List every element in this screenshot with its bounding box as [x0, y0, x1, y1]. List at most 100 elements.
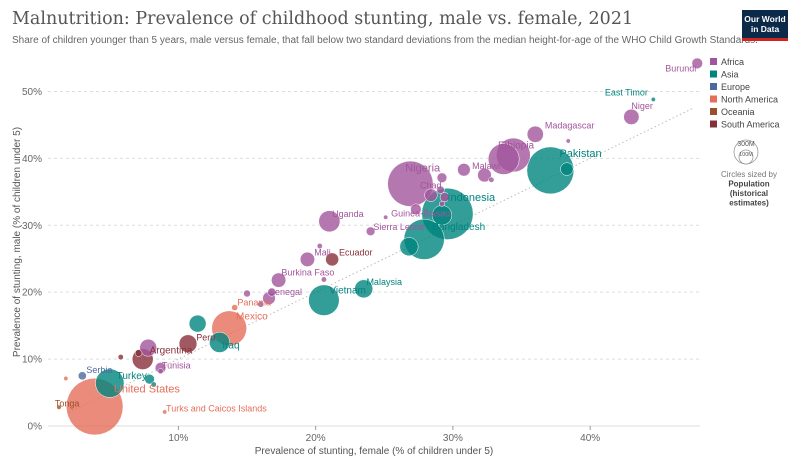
data-point-ecuador: [325, 252, 339, 267]
data-point-turks-and-caicos-islands: [162, 409, 168, 415]
point-label: Senegal: [269, 287, 302, 297]
data-point: [436, 185, 445, 194]
data-point: [157, 368, 164, 375]
legend-label: North America: [721, 95, 778, 105]
legend-swatch: [710, 108, 717, 115]
x-tick-label: 40%: [580, 433, 600, 444]
data-point-mali: [299, 251, 315, 267]
y-tick-label: 0%: [28, 422, 43, 433]
point-label: Panama: [237, 298, 271, 308]
data-point: [436, 172, 448, 183]
point-label: Mexico: [236, 312, 268, 323]
point-label: Vietnam: [329, 286, 366, 297]
x-axis-title: Prevalence of stunting, female (% of chi…: [255, 446, 493, 457]
data-point: [144, 374, 155, 385]
legend-label: Oceania: [721, 107, 755, 117]
size-legend-caption: Population: [728, 180, 769, 189]
point-label: Argentina: [150, 346, 193, 357]
data-point-madagascar: [526, 125, 544, 143]
point-label: Indonesia: [447, 192, 496, 204]
data-point: [320, 276, 327, 283]
owid-logo[interactable]: Our World in Data: [742, 10, 788, 41]
data-point-turkey: [95, 368, 125, 398]
point-label: Sierra Leone: [373, 222, 425, 232]
size-legend-value: 300M: [737, 141, 755, 148]
legend-swatch: [710, 70, 717, 78]
data-point: [487, 143, 520, 175]
size-legend-caption: Circles sized by: [721, 170, 777, 179]
y-tick-label: 50%: [22, 87, 42, 98]
data-point: [117, 354, 124, 361]
data-point: [243, 289, 251, 298]
point-label: Peru: [196, 332, 215, 342]
data-point: [488, 176, 495, 183]
point-label: East Timor: [605, 87, 648, 97]
y-tick-label: 40%: [22, 154, 42, 165]
point-label: Guinea-Bissau: [391, 209, 450, 219]
point-label: Malawi: [472, 161, 500, 171]
size-legend-value-small: 100M: [739, 152, 753, 158]
x-tick-label: 20%: [306, 433, 326, 444]
point-label: Madagascar: [545, 120, 595, 130]
data-point: [257, 300, 265, 308]
point-label: Niger: [631, 101, 653, 111]
size-legend-circle-small: [738, 149, 754, 165]
data-point-guinea-bissau: [383, 214, 389, 220]
point-label: Turkey: [117, 371, 147, 382]
point-label: Tonga: [55, 399, 80, 409]
legend-label: Asia: [721, 70, 739, 80]
point-label: Burundi: [665, 63, 696, 73]
point-label: Mali: [314, 247, 331, 257]
data-point-malaysia: [354, 279, 373, 299]
y-tick-label: 20%: [22, 288, 42, 299]
legend-swatch: [710, 83, 717, 90]
data-point: [316, 243, 323, 249]
y-axis-title: Prevalence of stunting, male (% of child…: [12, 127, 23, 357]
data-point-iraq: [209, 331, 230, 353]
data-point: [560, 162, 574, 176]
point-label: Ecuador: [339, 247, 373, 257]
data-point: [188, 314, 207, 333]
point-label: Bangladesh: [432, 222, 485, 233]
data-point-nigeria: [387, 160, 434, 207]
data-point-chad: [424, 188, 438, 202]
data-point: [565, 138, 571, 144]
point-label: Chad: [420, 180, 442, 190]
y-tick-label: 10%: [22, 355, 42, 366]
data-point-tonga: [56, 404, 62, 410]
x-tick-label: 30%: [443, 433, 463, 444]
data-point-vietnam: [308, 284, 340, 316]
data-point: [457, 163, 471, 177]
data-point: [410, 203, 422, 215]
data-point-burundi: [691, 57, 703, 69]
legend-label: Africa: [721, 57, 744, 67]
point-label: Tunisia: [162, 360, 191, 370]
point-label: Malaysia: [366, 277, 402, 287]
point-label: Ethiopia: [498, 140, 535, 151]
chart-title: Malnutrition: Prevalence of childhood st…: [12, 9, 634, 29]
data-point: [439, 192, 450, 203]
y-tick-label: 30%: [22, 221, 42, 232]
data-point-serbia: [77, 371, 87, 381]
point-label: Uganda: [332, 209, 364, 219]
data-point: [134, 349, 143, 357]
point-label: Iraq: [222, 340, 239, 351]
point-label: Serbia: [86, 365, 112, 375]
point-label: Pakistan: [559, 148, 601, 160]
data-point: [63, 376, 69, 381]
data-point: [399, 237, 419, 257]
data-point: [139, 338, 157, 357]
legend-swatch: [710, 58, 717, 65]
data-point-burkina-faso: [271, 272, 287, 288]
data-point-uganda: [318, 210, 341, 233]
data-point-peru: [178, 334, 198, 353]
logo-line-1: Our World: [744, 14, 786, 24]
data-point-pakistan: [526, 146, 575, 195]
point-label: Nigeria: [405, 163, 441, 175]
data-point-niger: [623, 108, 640, 125]
legend-label: Europe: [721, 82, 750, 92]
point-label: Burkina Faso: [281, 267, 334, 277]
point-label: Turks and Caicos Islands: [166, 403, 267, 413]
data-point: [150, 381, 157, 388]
